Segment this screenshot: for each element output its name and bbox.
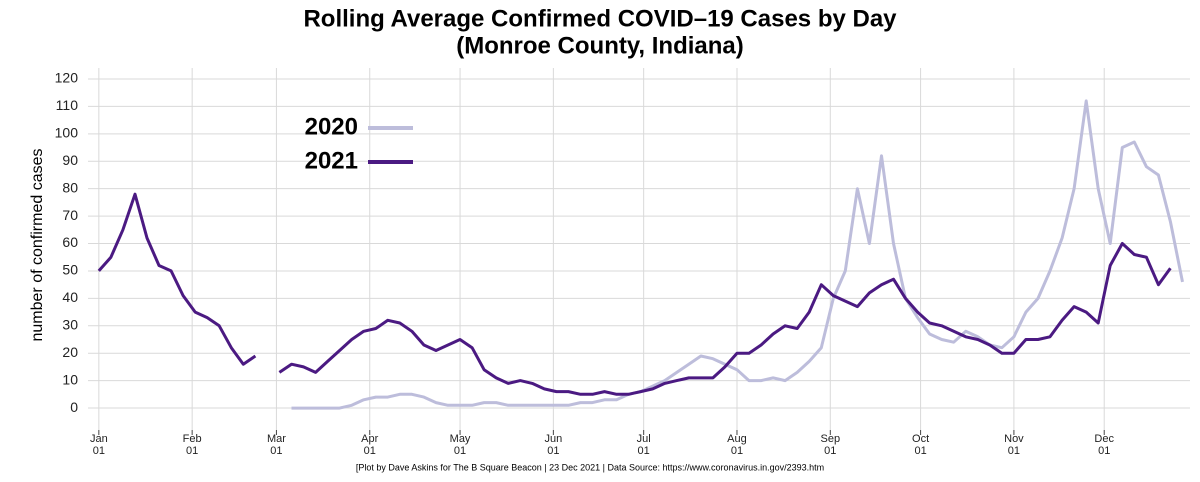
y-tick-label: 110 xyxy=(56,97,79,113)
y-tick-label: 30 xyxy=(62,316,78,332)
x-tick-label: Apr 01 xyxy=(361,433,379,457)
y-axis-label: number of confirmed cases xyxy=(29,149,46,342)
x-tick-label: Feb 01 xyxy=(182,433,202,457)
chart-subtitle: (Monroe County, Indiana) xyxy=(456,32,744,59)
y-tick-label: 100 xyxy=(55,125,79,141)
legend-label: 2020 xyxy=(305,113,358,140)
series-line xyxy=(291,99,1184,410)
y-tick-label: 80 xyxy=(62,179,78,195)
y-tick-label: 70 xyxy=(62,207,78,223)
x-tick-label: Jan 01 xyxy=(89,433,108,457)
caption: [Plot by Dave Askins for The B Square Be… xyxy=(356,462,824,472)
y-tick-label: 60 xyxy=(62,234,78,250)
x-tick-label: Aug 01 xyxy=(727,433,747,457)
x-tick-label: Mar 01 xyxy=(266,433,286,457)
x-tick-label: May 01 xyxy=(449,433,471,457)
y-tick-label: 10 xyxy=(62,371,78,387)
y-tick-label: 50 xyxy=(62,262,78,278)
y-tick-label: 90 xyxy=(62,152,78,168)
chart-title: Rolling Average Confirmed COVID–19 Cases… xyxy=(303,5,897,32)
x-tick-label: Sep 01 xyxy=(820,433,841,457)
x-tick-label: Jul 01 xyxy=(636,433,651,457)
series-line xyxy=(97,192,1172,396)
y-tick-label: 120 xyxy=(55,70,79,86)
x-tick-label: Jun 01 xyxy=(544,433,563,457)
legend-label: 2021 xyxy=(305,147,358,174)
x-tick-label: Dec 01 xyxy=(1094,433,1114,457)
y-tick-label: 40 xyxy=(62,289,78,305)
x-tick-label: Oct 01 xyxy=(912,433,930,457)
y-tick-label: 0 xyxy=(70,399,78,415)
x-tick-label: Nov 01 xyxy=(1004,433,1024,457)
y-tick-label: 20 xyxy=(62,344,78,360)
